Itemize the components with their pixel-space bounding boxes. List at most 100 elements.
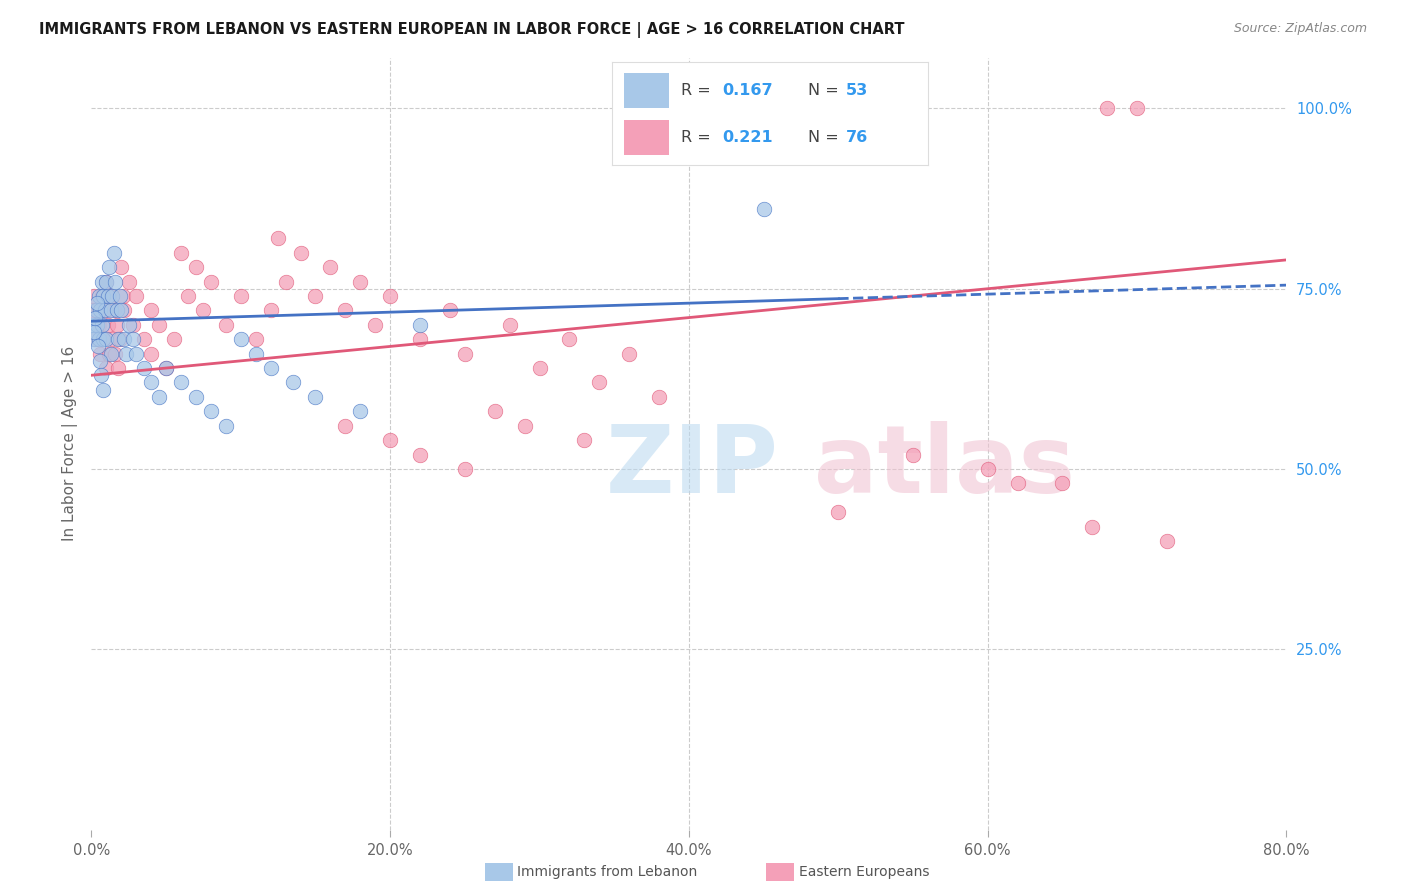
Point [513, 418, 536, 433]
Point [93, 332, 115, 346]
Text: N =: N = [808, 130, 844, 145]
Text: Eastern Europeans: Eastern Europeans [799, 865, 929, 880]
Point [184, 390, 207, 404]
Point [101, 289, 124, 303]
Point [122, 318, 145, 332]
Text: R =: R = [682, 83, 716, 97]
Point [619, 346, 641, 360]
Point [229, 289, 252, 303]
Point [110, 303, 132, 318]
Point [111, 289, 134, 303]
Point [827, 505, 849, 519]
Point [122, 332, 145, 346]
Point [89, 303, 111, 318]
Point [83, 289, 105, 303]
Point [118, 318, 141, 332]
Text: ZIP: ZIP [605, 421, 778, 513]
Point [90, 289, 112, 303]
Point [91, 383, 114, 397]
Point [349, 275, 371, 289]
Point [1052, 476, 1074, 491]
Text: Source: ZipAtlas.com: Source: ZipAtlas.com [1233, 22, 1367, 36]
Point [215, 418, 238, 433]
Point [87, 289, 110, 303]
Text: atlas: atlas [814, 421, 1076, 513]
Point [378, 433, 402, 447]
Point [96, 275, 118, 289]
Point [104, 346, 127, 360]
Point [105, 318, 128, 332]
Point [86, 296, 108, 310]
Point [976, 462, 998, 476]
Point [281, 376, 304, 390]
Point [141, 376, 162, 390]
Point [87, 339, 110, 353]
Point [141, 303, 162, 318]
Point [259, 303, 281, 318]
Point [89, 354, 111, 368]
Point [108, 289, 131, 303]
Point [184, 260, 207, 274]
Point [588, 376, 610, 390]
Point [83, 332, 105, 346]
Point [82, 318, 104, 332]
Text: 0.167: 0.167 [723, 83, 773, 97]
Point [96, 332, 118, 346]
Point [104, 275, 127, 289]
Point [378, 289, 402, 303]
Point [97, 318, 120, 332]
Point [132, 332, 155, 346]
Point [335, 418, 357, 433]
Point [229, 332, 252, 346]
Point [90, 368, 112, 383]
Point [484, 404, 506, 418]
Point [170, 245, 193, 260]
Point [274, 275, 297, 289]
Point [100, 289, 122, 303]
Text: R =: R = [682, 130, 716, 145]
Point [155, 361, 177, 376]
Point [1126, 102, 1149, 116]
Point [132, 361, 155, 376]
Point [409, 332, 432, 346]
Point [498, 318, 520, 332]
Point [193, 303, 215, 318]
Point [200, 275, 222, 289]
Point [245, 346, 267, 360]
Point [101, 332, 124, 346]
Point [148, 390, 170, 404]
Point [112, 303, 135, 318]
Text: 76: 76 [846, 130, 868, 145]
Point [267, 231, 290, 245]
Bar [624, 120, 669, 155]
Point [87, 332, 110, 346]
Point [86, 303, 108, 318]
Point [84, 303, 107, 318]
Point [98, 260, 121, 274]
Point [84, 310, 107, 325]
Point [200, 404, 222, 418]
Point [529, 361, 551, 376]
Point [107, 361, 129, 376]
Point [259, 361, 281, 376]
Point [93, 332, 115, 346]
Point [83, 325, 105, 339]
Point [319, 260, 342, 274]
Point [89, 346, 111, 360]
Point [114, 346, 136, 360]
Point [125, 346, 148, 360]
Point [439, 303, 461, 318]
Point [96, 361, 118, 376]
Point [349, 404, 371, 418]
Point [170, 376, 193, 390]
Point [90, 275, 112, 289]
Point [155, 361, 177, 376]
Point [93, 289, 115, 303]
Point [108, 332, 131, 346]
Point [1097, 102, 1119, 116]
Point [100, 346, 122, 360]
Point [177, 289, 200, 303]
Point [335, 303, 357, 318]
Point [409, 318, 432, 332]
Point [162, 332, 184, 346]
